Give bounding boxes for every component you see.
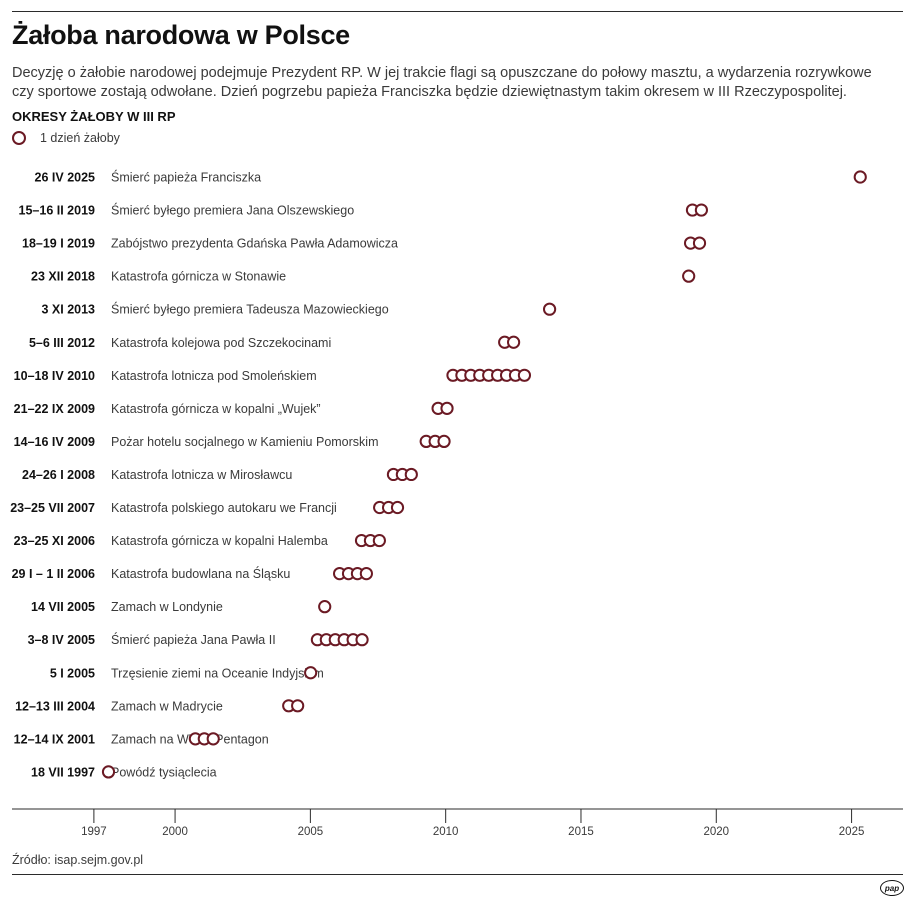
pap-logo: pap — [880, 880, 904, 896]
row-date-label: 26 IV 2025 — [35, 171, 96, 185]
x-tick-label: 2025 — [839, 826, 865, 838]
mourning-day-marker — [291, 699, 305, 713]
row-date-label: 3–8 IV 2005 — [28, 633, 95, 647]
row-date-label: 3 XI 2013 — [41, 303, 95, 317]
row-date-label: 12–13 III 2004 — [15, 699, 95, 713]
mourning-day-marker — [355, 633, 369, 647]
row-event-label: Powódź tysiąclecia — [111, 765, 217, 779]
circle-marker-icon — [12, 131, 26, 145]
row-event-label: Trzęsienie ziemi na Oceanie Indyjskim — [111, 666, 324, 680]
bottom-rule — [12, 874, 903, 875]
row-date-label: 12–14 IX 2001 — [14, 732, 95, 746]
row-date-label: 14–16 IV 2009 — [14, 435, 95, 449]
x-tick-label: 2020 — [703, 826, 729, 838]
row-event-label: Śmierć byłego premiera Jana Olszewskiego — [111, 203, 354, 218]
row-date-label: 23–25 VII 2007 — [10, 501, 95, 515]
row-date-label: 23–25 XI 2006 — [14, 534, 95, 548]
row-date-label: 14 VII 2005 — [31, 600, 95, 614]
row-event-label: Katastrofa górnicza w kopalni „Wujek” — [111, 402, 321, 416]
x-tick-label: 2000 — [162, 826, 188, 838]
row-event-label: Zamach w Londynie — [111, 600, 223, 614]
x-tick-label: 2005 — [298, 826, 324, 838]
row-event-label: Katastrofa lotnicza w Mirosławcu — [111, 468, 292, 482]
row-event-label: Katastrofa budowlana na Śląsku — [111, 566, 290, 581]
mourning-day-marker — [304, 666, 318, 680]
mourning-day-marker — [404, 467, 418, 482]
legend-label: 1 dzień żałoby — [40, 131, 120, 145]
mourning-day-marker — [694, 203, 708, 217]
row-event-label: Katastrofa górnicza w Stonawie — [111, 270, 286, 284]
mourning-day-marker — [692, 236, 707, 250]
row-date-label: 29 I – 1 II 2006 — [12, 567, 95, 581]
mourning-day-marker — [542, 302, 557, 316]
mourning-day-marker — [101, 765, 116, 779]
source-note: Źródło: isap.sejm.gov.pl — [12, 853, 144, 867]
row-date-label: 18 VII 1997 — [31, 765, 95, 779]
x-tick-label: 1997 — [81, 826, 107, 838]
row-event-label: Śmierć papieża Franciszka — [111, 170, 261, 185]
x-tick-label: 2010 — [433, 826, 459, 838]
top-rule — [12, 11, 903, 12]
row-event-label: Zabójstwo prezydenta Gdańska Pawła Adamo… — [111, 237, 398, 251]
row-event-label: Katastrofa polskiego autokaru we Francji — [111, 501, 337, 515]
row-date-label: 5–6 III 2012 — [29, 336, 95, 350]
mourning-day-marker — [506, 335, 521, 349]
row-event-label: Śmierć byłego premiera Tadeusza Mazowiec… — [111, 302, 389, 317]
row-date-label: 21–22 IX 2009 — [14, 402, 95, 416]
row-event-label: Pożar hotelu socjalnego w Kamieniu Pomor… — [111, 435, 379, 449]
mourning-day-marker — [359, 567, 373, 581]
row-event-label: Katastrofa kolejowa pod Szczekocinami — [111, 336, 331, 350]
row-date-label: 10–18 IV 2010 — [14, 369, 95, 383]
page-title: Żałoba narodowa w Polsce — [12, 20, 350, 50]
mourning-day-marker — [390, 500, 405, 515]
mourning-day-marker — [206, 732, 220, 746]
row-event-label: Katastrofa lotnicza pod Smoleńskiem — [111, 369, 317, 383]
row-date-label: 24–26 I 2008 — [22, 468, 95, 482]
row-date-label: 23 XII 2018 — [31, 270, 95, 284]
mourning-day-marker — [517, 368, 532, 382]
page-subtitle: Decyzję o żałobie narodowej podejmuje Pr… — [12, 65, 872, 100]
row-event-label: Katastrofa górnicza w kopalni Halemba — [111, 534, 328, 548]
legend: 1 dzień żałoby — [12, 130, 120, 146]
row-date-label: 5 I 2005 — [50, 666, 95, 680]
row-event-label: Śmierć papieża Jana Pawła II — [111, 632, 276, 647]
mourning-day-marker — [437, 434, 451, 448]
x-tick-label: 2015 — [568, 826, 594, 838]
row-event-label: Zamach w Madrycie — [111, 699, 223, 713]
row-date-label: 18–19 I 2019 — [22, 237, 95, 251]
section-heading: OKRESY ŻAŁOBY W III RP — [12, 109, 176, 124]
mourning-day-marker — [440, 401, 454, 415]
row-date-label: 15–16 II 2019 — [19, 204, 96, 218]
mourning-day-marker — [682, 269, 696, 283]
mourning-day-marker — [853, 170, 867, 184]
mourning-day-marker — [318, 600, 332, 614]
mourning-day-marker — [372, 533, 386, 548]
